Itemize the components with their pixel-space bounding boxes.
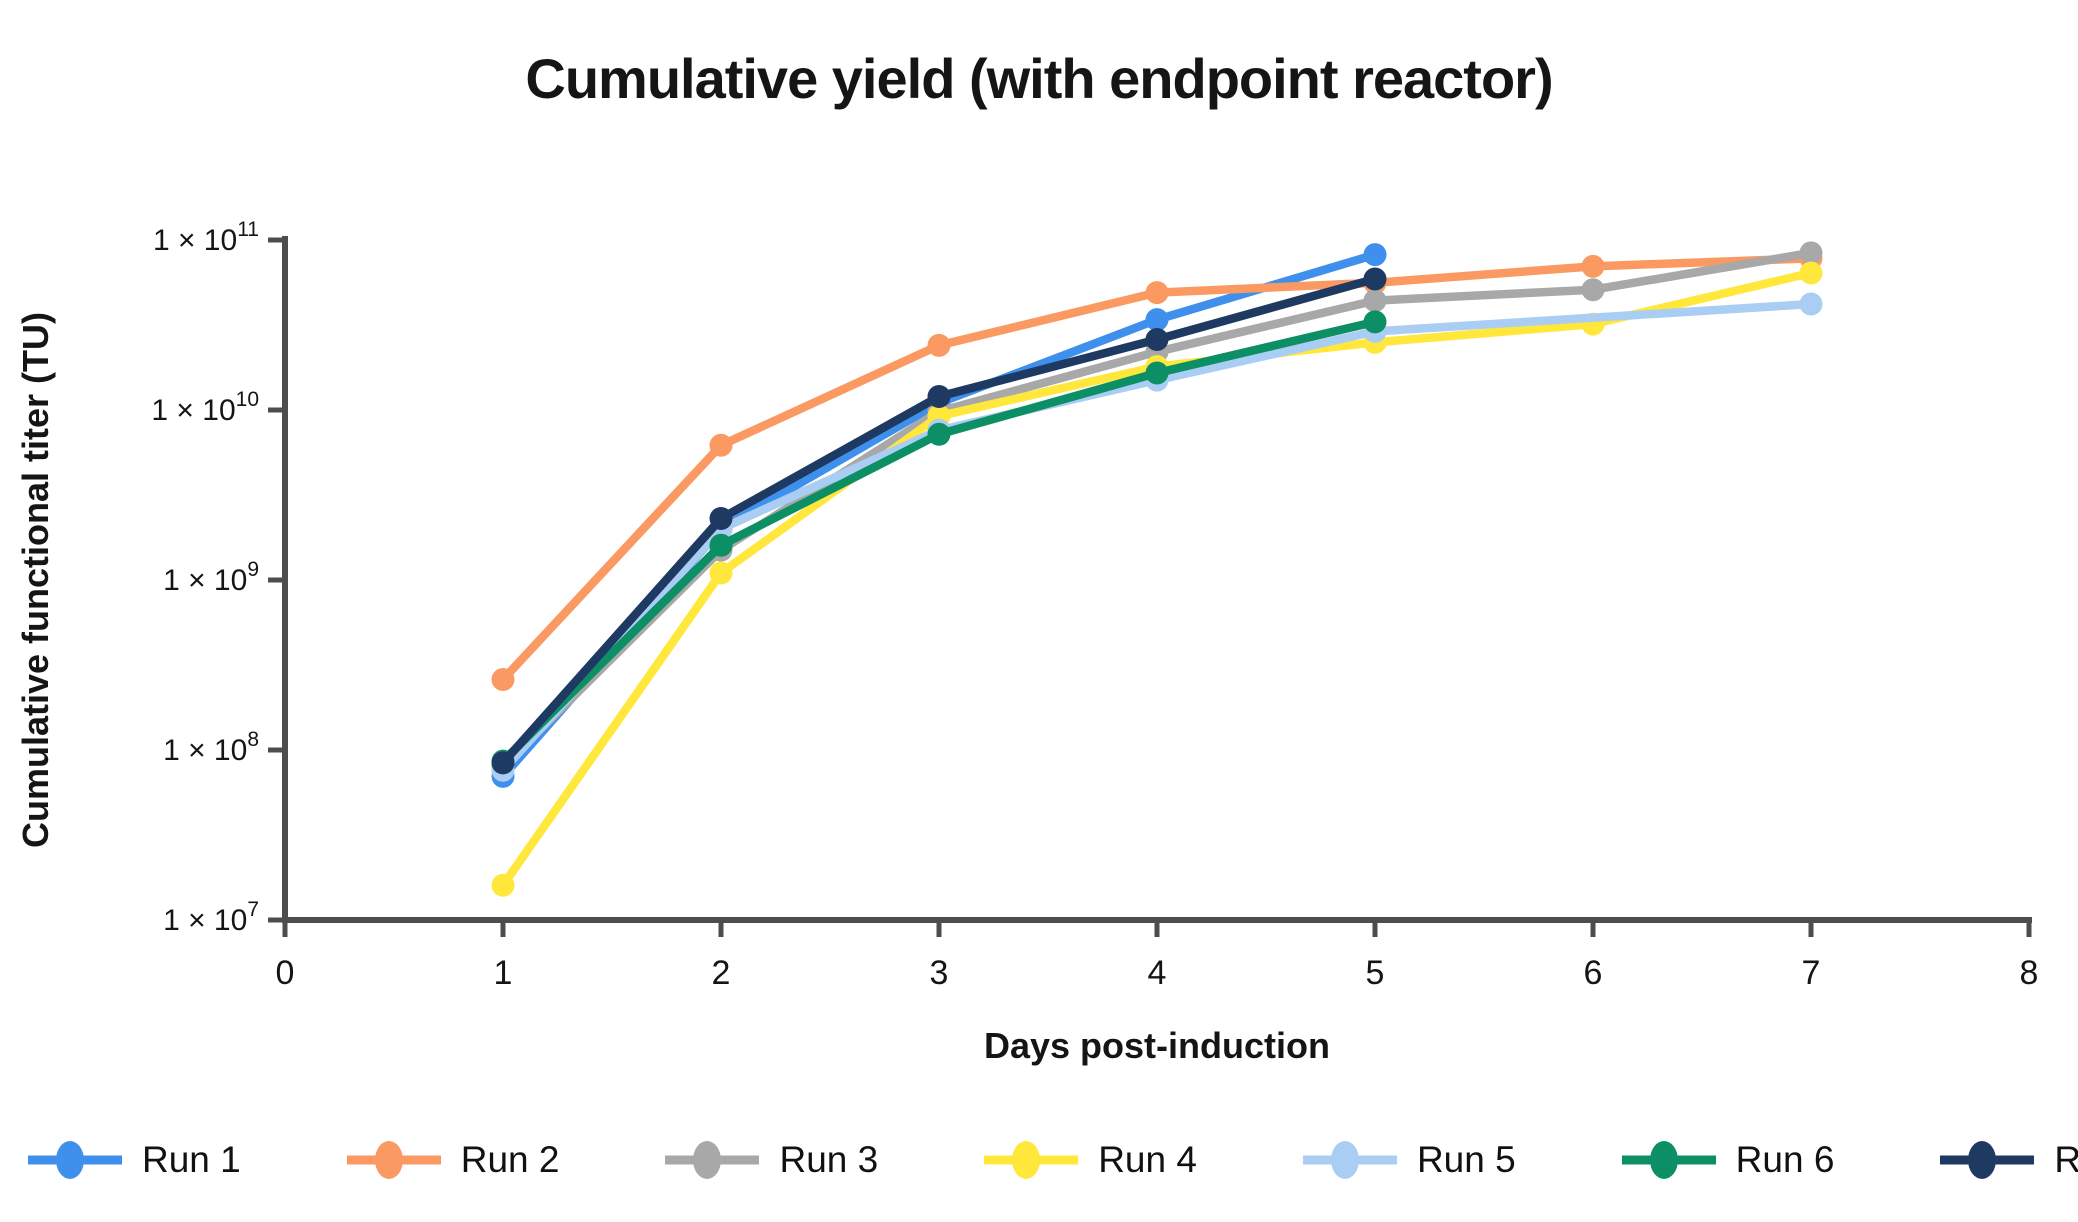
series-marker [927, 422, 951, 446]
series-marker [491, 751, 515, 775]
series-marker [1363, 310, 1387, 334]
series-marker [491, 873, 515, 897]
legend-label: Run 3 [779, 1139, 879, 1180]
series-marker [1799, 261, 1823, 285]
x-tick-label: 4 [1148, 954, 1167, 992]
series-marker [1145, 327, 1169, 351]
legend-label: Run 5 [1416, 1139, 1516, 1180]
x-tick-label: 7 [1802, 954, 1821, 992]
series-marker [1799, 241, 1823, 265]
y-tick-label: 1 × 107 [163, 898, 259, 937]
legend-swatch-dot [56, 1141, 84, 1179]
series-marker [1799, 292, 1823, 316]
x-tick-label: 1 [494, 954, 513, 992]
legend-swatch [28, 1141, 122, 1179]
legend-item: Run 4 [982, 1136, 1197, 1184]
series-marker [1363, 243, 1387, 267]
legend-label: Run 1 [142, 1139, 241, 1180]
series-marker [1581, 254, 1605, 278]
series-marker [491, 667, 515, 691]
legend-swatch [665, 1141, 760, 1179]
legend-label: Run 7 [2054, 1139, 2078, 1180]
legend-label: Run 6 [1735, 1139, 1835, 1180]
x-tick-label: 0 [276, 954, 295, 992]
series-marker [927, 385, 951, 409]
series-layer [491, 241, 1823, 897]
x-tick-label: 3 [930, 954, 949, 992]
legend-item: Run 2 [345, 1136, 560, 1184]
series-marker [709, 561, 733, 585]
series-marker [709, 533, 733, 557]
series-marker [1145, 361, 1169, 385]
legend: Run 1 Run 2 Run 3 Run 4 Run 5 Run 6 Run 7 [26, 1118, 2078, 1202]
legend-item: Run 7 [1938, 1136, 2078, 1184]
legend-swatch-dot [1649, 1141, 1678, 1179]
series-marker [709, 433, 733, 457]
legend-swatch [1621, 1141, 1716, 1179]
x-tick-label: 5 [1366, 954, 1385, 992]
legend-label: Run 4 [1098, 1139, 1197, 1180]
legend-item: Run 6 [1620, 1136, 1835, 1184]
line-chart: 1 × 107 1 × 108 1 × 109 1 × 1010 1 × 1011 0 1 2… [15, 218, 2038, 1066]
series-marker [1145, 281, 1169, 305]
legend-item: Run 1 [26, 1136, 241, 1184]
legend-swatch-dot [374, 1141, 403, 1179]
y-axis-label: Cumulative functional titer (TU) [15, 312, 56, 848]
legend-swatch [1940, 1141, 2035, 1179]
legend-label: Run 2 [460, 1139, 560, 1180]
x-tick-label: 8 [2020, 954, 2039, 992]
series-marker [1363, 289, 1387, 313]
y-tick-label: 1 × 1011 [153, 218, 259, 257]
legend-swatch-dot [693, 1141, 722, 1179]
legend-item: Run 3 [663, 1136, 878, 1184]
series-marker [1145, 308, 1169, 332]
legend-swatch [346, 1141, 441, 1179]
y-tick-label: 1 × 1010 [151, 388, 259, 427]
x-axis-label: Days post-induction [984, 1025, 1330, 1066]
series-marker [1581, 278, 1605, 302]
legend-swatch-dot [1968, 1141, 1997, 1179]
legend-swatch-dot [1012, 1141, 1041, 1179]
x-tick-label: 6 [1584, 954, 1603, 992]
y-tick-label: 1 × 108 [163, 728, 259, 767]
legend-swatch [1302, 1141, 1397, 1179]
series-marker [709, 507, 733, 531]
x-tick-label: 2 [712, 954, 731, 992]
series-marker [1363, 267, 1387, 291]
y-tick-label: 1 × 109 [163, 558, 259, 597]
legend-swatch [984, 1141, 1079, 1179]
legend-item: Run 5 [1301, 1136, 1516, 1184]
series-marker [927, 333, 951, 357]
axes: 1 × 107 1 × 108 1 × 109 1 × 1010 1 × 1011 0 1 2… [151, 218, 2038, 992]
legend-swatch-dot [1330, 1141, 1359, 1179]
chart-title: Cumulative yield (with endpoint reactor) [525, 47, 1553, 110]
